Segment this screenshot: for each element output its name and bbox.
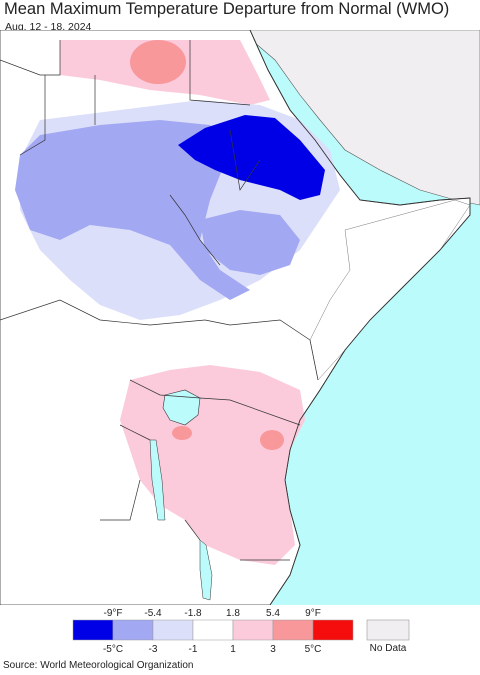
legend-f-tick-5: 9°F [305, 608, 321, 619]
legend-bin-4 [232, 619, 274, 641]
legend-f-tick-2: -1.8 [184, 608, 202, 619]
legend-c-tick-5: 5°C [305, 644, 322, 655]
legend-c-tick-2: -1 [189, 644, 198, 655]
legend-f-tick-3: 1.8 [226, 608, 240, 619]
source-credit: Source: World Meteorological Organizatio… [3, 660, 194, 671]
coastline-east [249, 30, 471, 605]
legend-bin-1 [112, 619, 154, 641]
legend-bin-5 [272, 619, 314, 641]
lake-malawi [199, 539, 213, 601]
legend-c-tick-1: -3 [149, 644, 158, 655]
lake-tanganyika [149, 439, 166, 521]
legend-bin-3 [192, 619, 234, 641]
legend-bin-2 [152, 619, 194, 641]
no-data-label: No Data [370, 643, 407, 654]
no-data-arabia [239, 30, 480, 206]
very-cold-ethiopia [178, 115, 325, 200]
warm-south [120, 365, 305, 565]
hot-spot-kenya [260, 430, 284, 450]
legend-c-tick-4: 3 [270, 644, 276, 655]
legend-f-tick-0: -9°F [104, 608, 123, 619]
legend-bin-0 [72, 619, 114, 641]
country-borders [0, 40, 319, 561]
lake-victoria [162, 389, 201, 426]
no-data-swatch [366, 619, 410, 641]
hot-spot-north [130, 40, 186, 84]
legend-bin-6 [312, 619, 354, 641]
cold-band-sudan [15, 120, 250, 300]
legend-f-tick-1: -5.4 [144, 608, 162, 619]
legend-c-tick-3: 1 [230, 644, 236, 655]
map-area [0, 30, 480, 605]
hot-spot-rwanda [172, 426, 192, 440]
map-title: Mean Maximum Temperature Departure from … [4, 0, 450, 18]
legend: -9°F -5.4 -1.8 1.8 5.4 9°F -5°C -3 -1 1 3 5°C No D… [72, 608, 410, 655]
legend-f-tick-4: 5.4 [266, 608, 280, 619]
legend-c-tick-0: -5°C [103, 644, 123, 655]
cold-ethiopia-south [200, 210, 300, 275]
